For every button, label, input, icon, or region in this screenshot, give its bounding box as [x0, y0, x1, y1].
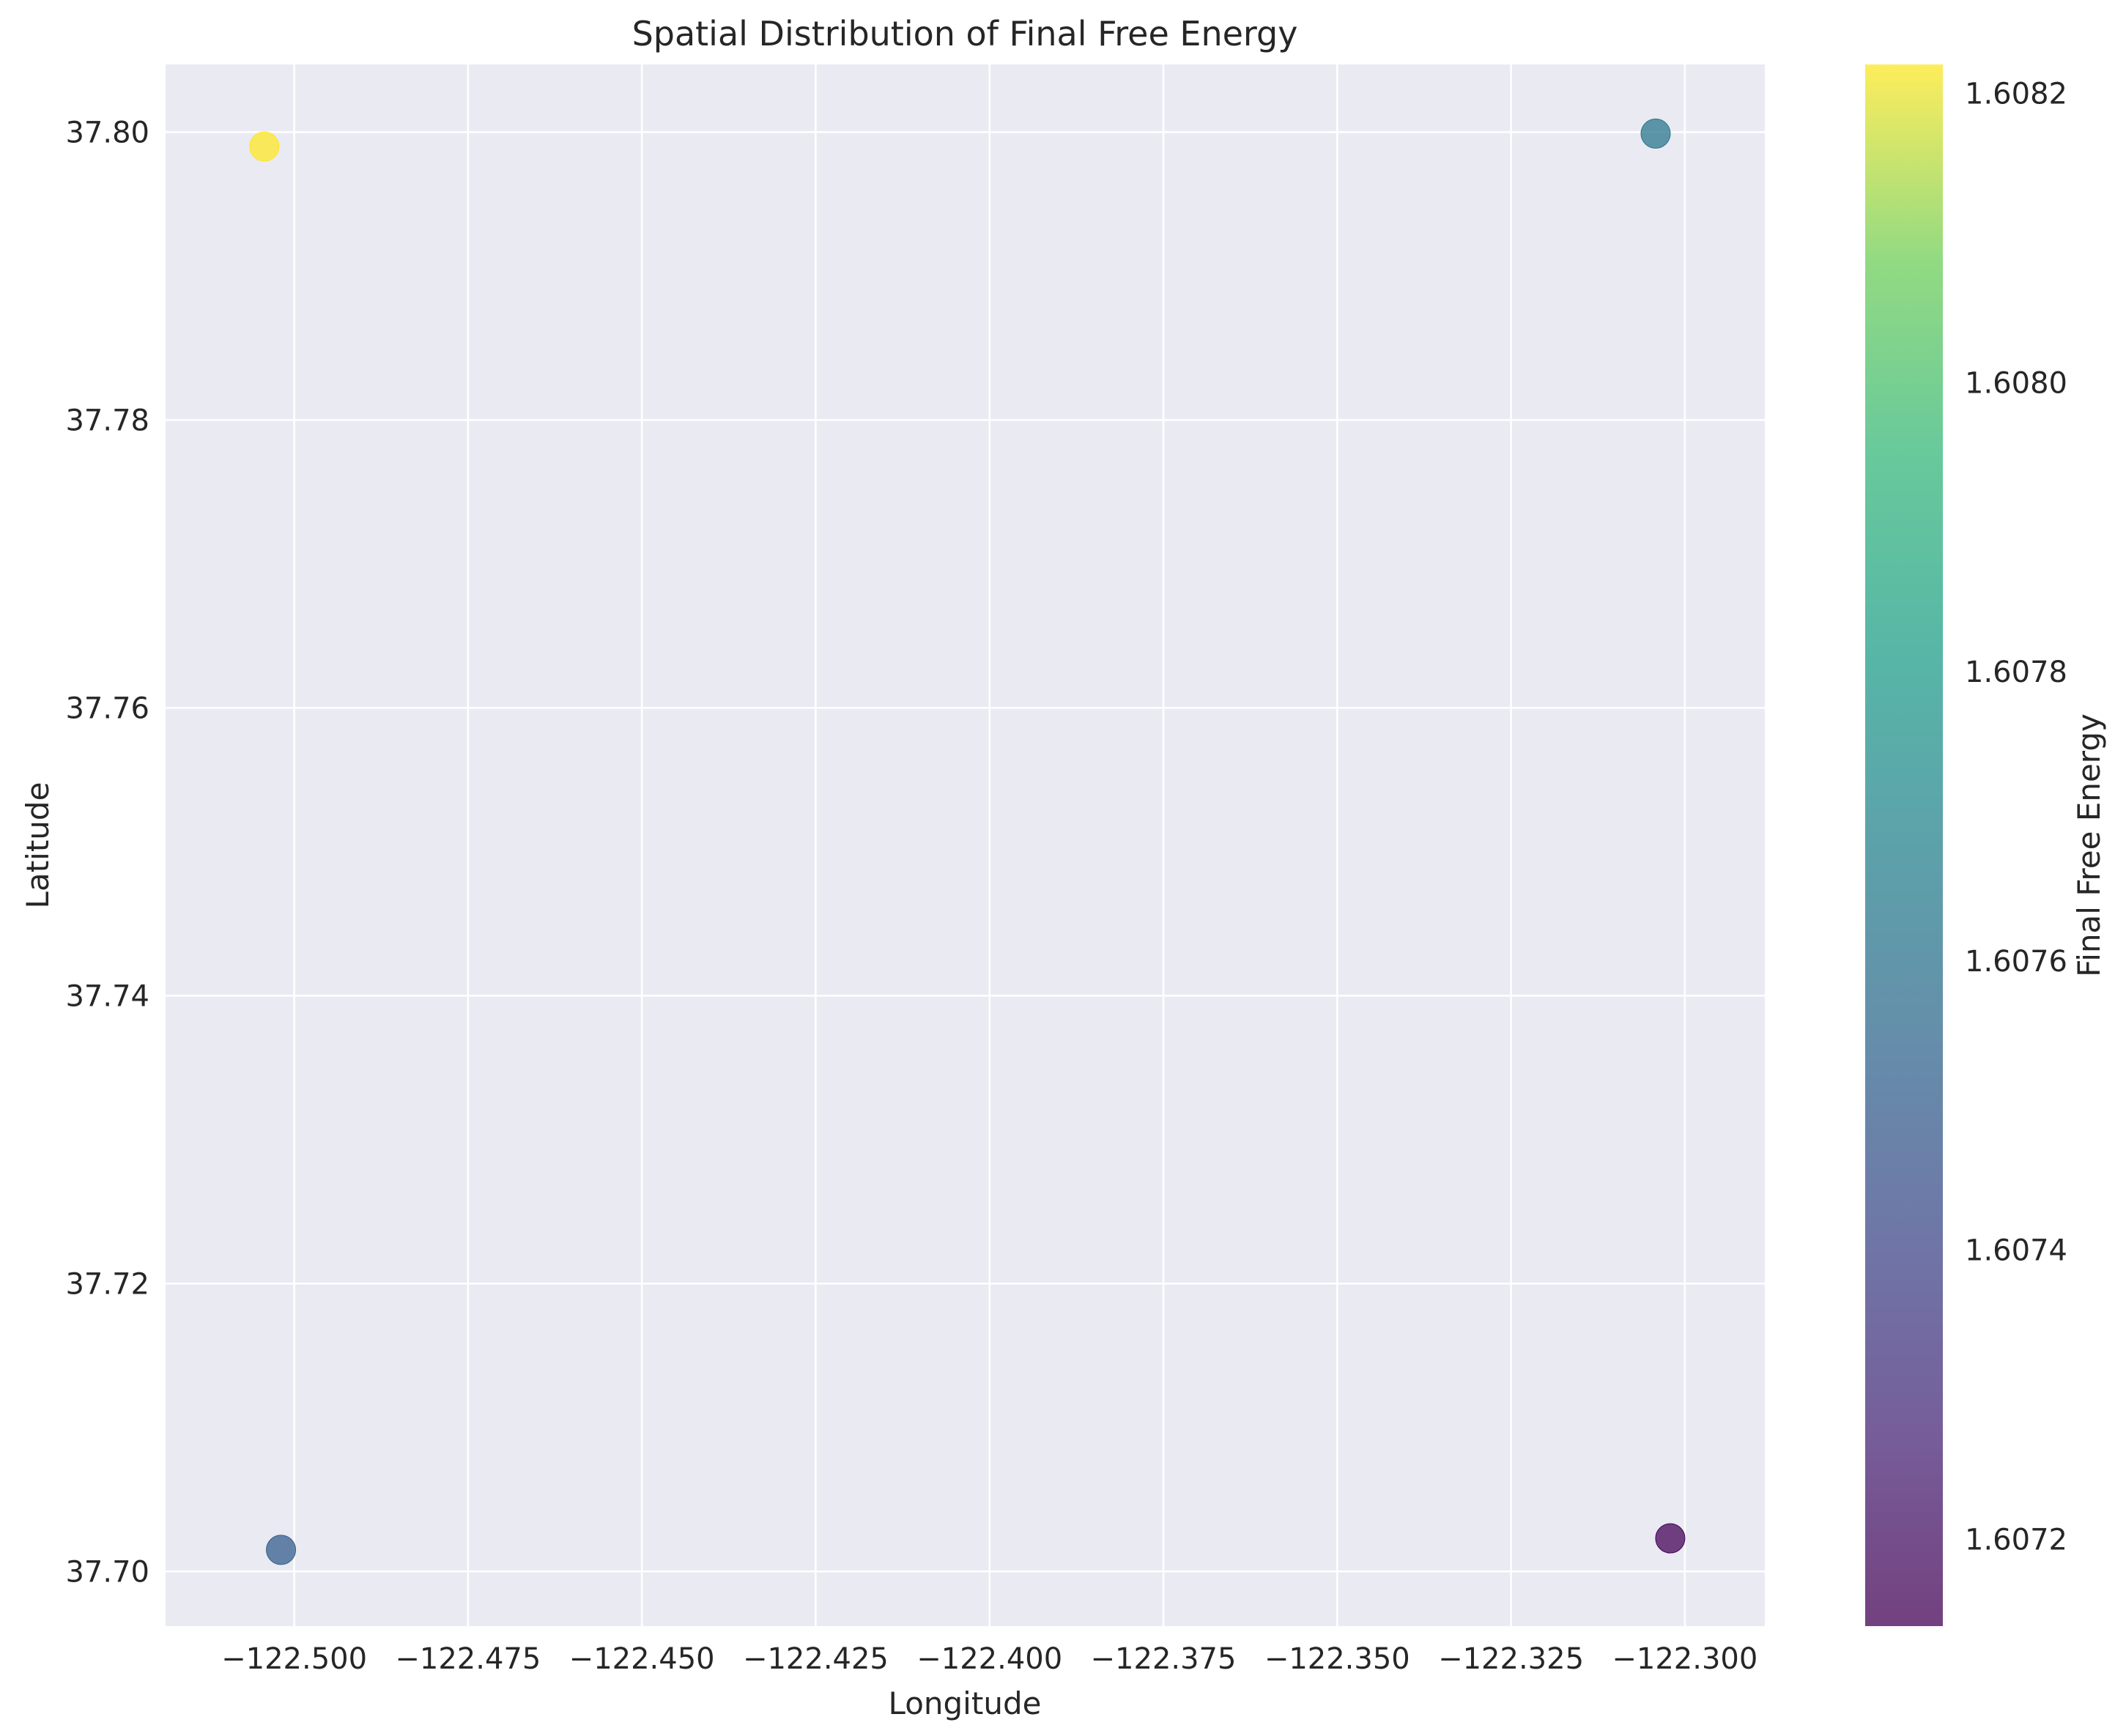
x-tick-label: −122.375	[1091, 1642, 1237, 1676]
y-tick-label: 37.78	[65, 404, 149, 437]
x-tick-label: −122.400	[916, 1642, 1062, 1676]
colorbar-tick-label: 1.6076	[1965, 945, 2067, 979]
chart-title: Spatial Distribution of Final Free Energ…	[632, 14, 1298, 53]
data-point-3	[1655, 1523, 1686, 1554]
colorbar-tick-label: 1.6078	[1965, 656, 2067, 689]
colorbar-label: Final Free Energy	[2071, 713, 2107, 977]
data-point-1	[1640, 118, 1671, 149]
x-tick-label: −122.475	[395, 1642, 541, 1676]
x-tick-label: −122.300	[1612, 1642, 1757, 1676]
y-tick-label: 37.70	[65, 1555, 149, 1589]
x-tick-label: −122.325	[1438, 1642, 1584, 1676]
y-axis-ticks: 37.70 37.72 37.74 37.76 37.78 37.80	[65, 116, 149, 1589]
grid	[166, 64, 1765, 1626]
colorbar	[1865, 64, 1943, 1626]
y-tick-label: 37.72	[65, 1267, 149, 1301]
x-tick-label: −122.350	[1264, 1642, 1410, 1676]
x-tick-label: −122.500	[221, 1642, 367, 1676]
plot-area	[166, 64, 1765, 1626]
colorbar-tick-label: 1.6072	[1965, 1524, 2067, 1557]
y-axis-label: Latitude	[20, 782, 56, 909]
x-axis-label: Longitude	[889, 1685, 1042, 1721]
y-tick-label: 37.74	[65, 979, 149, 1013]
data-point-0	[249, 131, 280, 162]
data-points	[249, 118, 1686, 1565]
x-tick-label: −122.425	[743, 1642, 889, 1676]
y-tick-label: 37.76	[65, 691, 149, 725]
colorbar-tick-label: 1.6074	[1965, 1234, 2067, 1268]
colorbar-ticks: 1.6072 1.6074 1.6076 1.6078 1.6080 1.6082	[1965, 77, 2067, 1557]
colorbar-tick-label: 1.6082	[1965, 77, 2067, 111]
y-tick-label: 37.80	[65, 116, 149, 149]
x-axis-ticks: −122.500 −122.475 −122.450 −122.425 −122.400…	[221, 1642, 1757, 1676]
data-point-2	[266, 1535, 297, 1565]
colorbar-tick-label: 1.6080	[1965, 366, 2067, 400]
x-tick-label: −122.450	[569, 1642, 715, 1676]
